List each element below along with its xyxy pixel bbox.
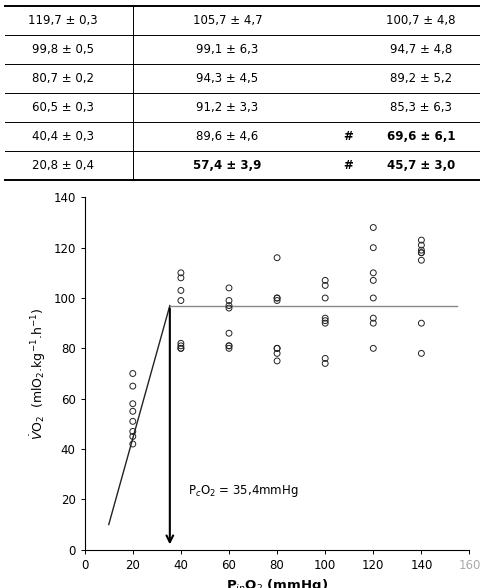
Text: 99,8 ± 0,5: 99,8 ± 0,5	[32, 42, 94, 56]
Point	[321, 359, 329, 368]
X-axis label: P$_{in}$O$_2$ (mmHg): P$_{in}$O$_2$ (mmHg)	[226, 577, 328, 588]
Text: #: #	[344, 159, 353, 172]
Text: 99,1 ± 6,3: 99,1 ± 6,3	[197, 42, 258, 56]
Text: 100,7 ± 4,8: 100,7 ± 4,8	[386, 14, 456, 26]
Point	[225, 283, 233, 293]
Text: 45,7 ± 3,0: 45,7 ± 3,0	[387, 159, 455, 172]
Point	[273, 293, 281, 303]
Point	[321, 319, 329, 328]
Point	[129, 406, 136, 416]
Point	[273, 253, 281, 262]
Y-axis label: $\dot{V}$O$_2$  (mlO$_2$.kg$^{-1}$.h$^{-1}$): $\dot{V}$O$_2$ (mlO$_2$.kg$^{-1}$.h$^{-1…	[28, 308, 48, 440]
Point	[177, 341, 185, 350]
Point	[225, 303, 233, 313]
Point	[369, 223, 377, 232]
Point	[225, 341, 233, 350]
Point	[418, 240, 425, 250]
Point	[129, 427, 136, 436]
Point	[225, 341, 233, 350]
Text: 89,6 ± 4,6: 89,6 ± 4,6	[197, 129, 258, 143]
Point	[129, 439, 136, 449]
Text: 105,7 ± 4,7: 105,7 ± 4,7	[193, 14, 262, 26]
Point	[129, 382, 136, 391]
Text: 89,2 ± 5,2: 89,2 ± 5,2	[390, 72, 452, 85]
Point	[321, 276, 329, 285]
Point	[369, 313, 377, 323]
Point	[273, 349, 281, 358]
Point	[129, 399, 136, 409]
Point	[273, 296, 281, 305]
Point	[321, 354, 329, 363]
Text: 20,8 ± 0,4: 20,8 ± 0,4	[32, 159, 94, 172]
Point	[418, 245, 425, 255]
Point	[418, 349, 425, 358]
Point	[177, 268, 185, 278]
Point	[418, 235, 425, 245]
Text: 91,2 ± 3,3: 91,2 ± 3,3	[197, 101, 258, 113]
Point	[273, 356, 281, 366]
Text: #: #	[344, 129, 353, 143]
Point	[369, 276, 377, 285]
Text: 69,6 ± 6,1: 69,6 ± 6,1	[387, 129, 455, 143]
Text: 60,5 ± 0,3: 60,5 ± 0,3	[32, 101, 94, 113]
Point	[273, 343, 281, 353]
Point	[177, 286, 185, 295]
Point	[418, 256, 425, 265]
Point	[177, 343, 185, 353]
Point	[321, 280, 329, 290]
Text: P$_c$O$_2$ = 35,4mmHg: P$_c$O$_2$ = 35,4mmHg	[188, 483, 299, 499]
Text: 85,3 ± 6,3: 85,3 ± 6,3	[390, 101, 452, 113]
Point	[177, 343, 185, 353]
Point	[129, 369, 136, 378]
Point	[225, 329, 233, 338]
Point	[129, 417, 136, 426]
Point	[177, 296, 185, 305]
Text: 119,7 ± 0,3: 119,7 ± 0,3	[28, 14, 98, 26]
Text: 94,7 ± 4,8: 94,7 ± 4,8	[390, 42, 452, 56]
Point	[225, 343, 233, 353]
Point	[369, 293, 377, 303]
Point	[321, 316, 329, 325]
Point	[369, 343, 377, 353]
Point	[369, 268, 377, 278]
Point	[225, 301, 233, 310]
Point	[418, 248, 425, 258]
Point	[418, 248, 425, 258]
Text: 80,7 ± 0,2: 80,7 ± 0,2	[32, 72, 94, 85]
Text: 57,4 ± 3,9: 57,4 ± 3,9	[193, 159, 262, 172]
Point	[225, 296, 233, 305]
Point	[273, 343, 281, 353]
Point	[321, 313, 329, 323]
Point	[369, 243, 377, 252]
Point	[177, 339, 185, 348]
Text: 94,3 ± 4,5: 94,3 ± 4,5	[197, 72, 258, 85]
Point	[129, 432, 136, 441]
Text: 40,4 ± 0,3: 40,4 ± 0,3	[32, 129, 94, 143]
Point	[177, 273, 185, 283]
Point	[321, 293, 329, 303]
Point	[418, 319, 425, 328]
Point	[369, 319, 377, 328]
Point	[273, 293, 281, 303]
